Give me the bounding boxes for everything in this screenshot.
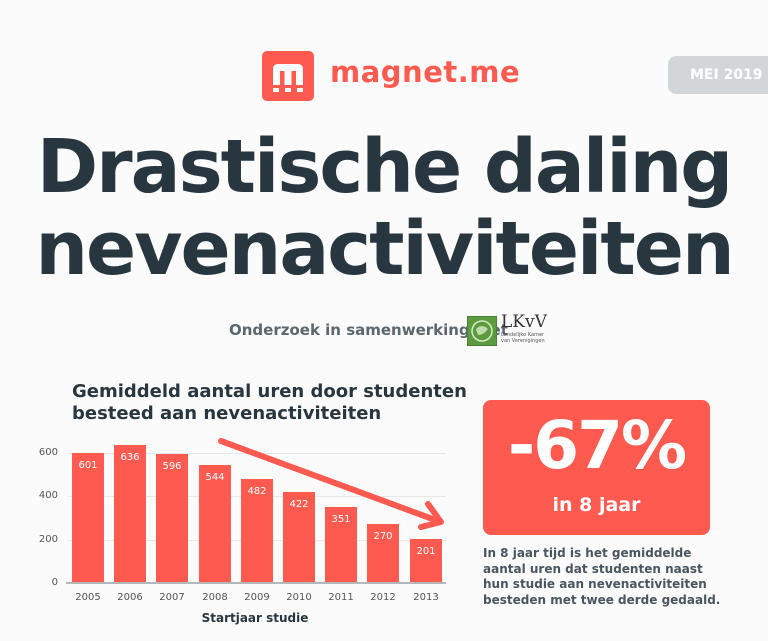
x-tick-label: 2009 (244, 592, 270, 603)
stat-value: -67% (507, 407, 687, 484)
partner-name: LKvV (501, 312, 547, 332)
bar-2011 (325, 507, 357, 583)
collaboration-text: Onderzoek in samenwerking met (229, 321, 508, 339)
stat-description: In 8 jaar tijd is het gemiddelde aantal … (483, 546, 721, 607)
x-tick-label: 2013 (413, 592, 439, 603)
headline-line-1: Drastische daling (36, 124, 733, 210)
bar-2007 (156, 454, 188, 583)
x-tick-label: 2012 (370, 592, 396, 603)
partner-subtitle-line-1: Landelijke Kamer (501, 332, 545, 338)
brand-name: magnet.me (330, 55, 521, 89)
x-tick-label: 2006 (117, 592, 143, 603)
x-tick-label: 2008 (202, 592, 228, 603)
bar-value-label: 601 (78, 460, 98, 471)
magnet-logo-icon (262, 51, 314, 101)
y-tick-400: 400 (38, 490, 58, 501)
x-axis-line (66, 582, 446, 584)
x-tick-label: 2010 (286, 592, 312, 603)
bar-2006 (114, 445, 146, 583)
headline-line-2: nevenactiviteiten (35, 206, 734, 292)
bar-2012 (367, 524, 399, 583)
x-axis-label: Startjaar studie (201, 611, 309, 625)
partner-subtitle: Landelijke Kamer van Verenigingen (501, 332, 545, 344)
bar-2008 (199, 465, 231, 583)
stat-card (483, 400, 710, 535)
bar-value-label: 482 (247, 486, 267, 497)
bar-value-label: 544 (205, 472, 225, 483)
bar-value-label: 201 (416, 546, 436, 557)
x-tick-label: 2011 (328, 592, 354, 603)
bar-2010 (283, 492, 315, 583)
bar-2013 (410, 539, 442, 583)
stat-subtitle: in 8 jaar (552, 494, 641, 516)
bar-value-label: 351 (331, 514, 351, 525)
lkvv-emblem-icon (467, 316, 497, 346)
bar-2005 (72, 453, 104, 583)
date-badge: MEI 2019 (668, 56, 768, 94)
bar-value-label: 422 (289, 499, 309, 510)
partner-subtitle-line-2: van Verenigingen (501, 338, 545, 344)
y-tick-0: 0 (51, 577, 58, 588)
chart-title: Gemiddeld aantal uren door studenten bes… (72, 381, 467, 424)
x-tick-label: 2005 (75, 592, 101, 603)
y-tick-200: 200 (38, 534, 58, 545)
bar-value-label: 636 (120, 452, 140, 463)
y-tick-600: 600 (38, 447, 58, 458)
bar-2009 (241, 479, 273, 583)
bar-value-label: 270 (373, 531, 393, 542)
x-tick-label: 2007 (159, 592, 185, 603)
bar-value-label: 596 (162, 461, 182, 472)
